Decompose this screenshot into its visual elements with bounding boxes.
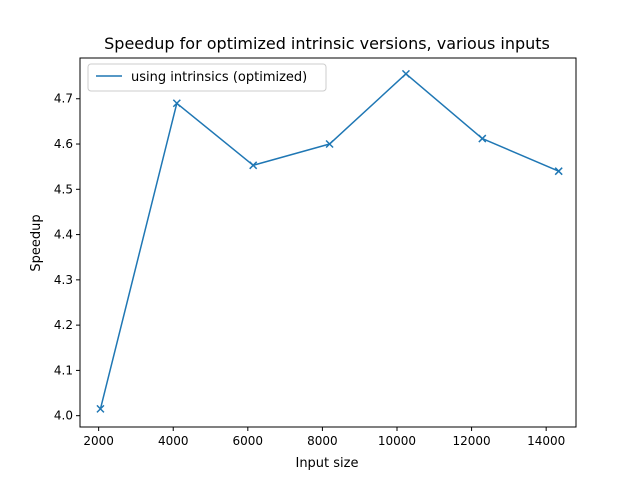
x-tick-label: 2000 xyxy=(83,434,114,448)
legend-box xyxy=(87,63,327,92)
data-point-marker xyxy=(249,161,258,170)
y-tick-label: 4.7 xyxy=(54,92,73,106)
legend: using intrinsics (optimized) xyxy=(87,63,327,92)
plot-area: 2000 4000 6000 8000 10000 12000 14000 4.0 4.1 4.2… xyxy=(54,57,577,448)
x-axis-label: Input size xyxy=(295,456,358,471)
y-tick-label: 4.3 xyxy=(54,273,73,287)
y-tick-label: 4.2 xyxy=(54,318,73,332)
data-point-marker xyxy=(325,139,334,149)
x-tick-label: 4000 xyxy=(158,434,189,448)
data-point-marker xyxy=(96,404,105,413)
x-tick-label: 6000 xyxy=(233,434,264,448)
x-tick-label: 14000 xyxy=(527,434,565,448)
y-tick-label: 4.1 xyxy=(54,363,73,377)
data-point-marker xyxy=(172,99,181,108)
data-point-marker xyxy=(478,134,487,143)
y-tick-label: 4.5 xyxy=(54,182,73,196)
legend-label: using intrinsics (optimized) xyxy=(131,70,307,85)
data-point-marker xyxy=(401,69,410,78)
y-tick-label: 4.4 xyxy=(54,228,73,242)
y-tick-label: 4.0 xyxy=(54,409,73,423)
series-line xyxy=(99,73,559,410)
axes-frame xyxy=(79,57,577,428)
chart-title: Speedup for optimized intrinsic versions… xyxy=(104,34,550,53)
y-axis-label: Speedup xyxy=(29,214,44,271)
x-tick-label: 10000 xyxy=(378,434,416,448)
y-tick-label: 4.6 xyxy=(54,137,73,151)
x-tick-label: 8000 xyxy=(307,434,338,448)
data-point-marker xyxy=(554,167,563,176)
x-tick-label: 12000 xyxy=(452,434,490,448)
